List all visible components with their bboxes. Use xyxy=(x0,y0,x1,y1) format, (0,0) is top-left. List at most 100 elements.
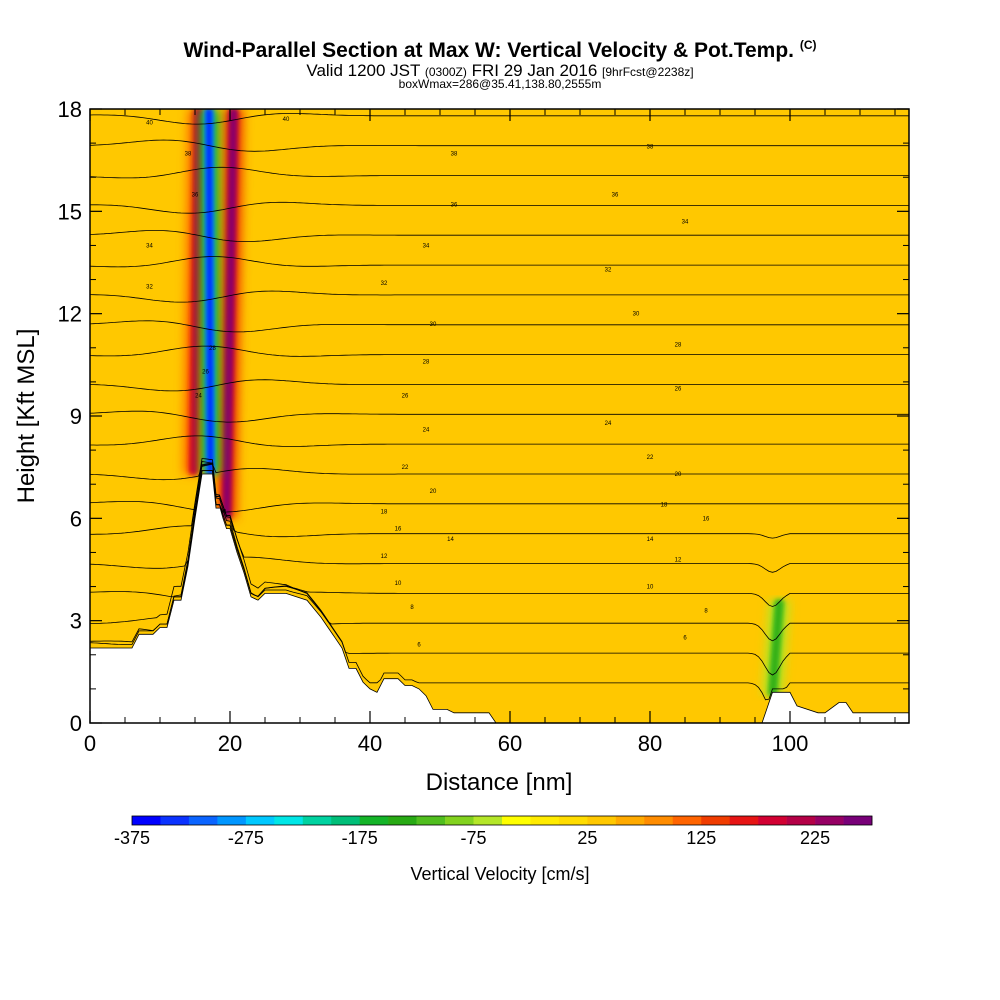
colorbar-swatch xyxy=(274,816,304,825)
valid-date: FRI 29 Jan 2016 xyxy=(471,61,598,80)
theta-contour-label: 40 xyxy=(283,117,290,123)
theta-contour-label: 26 xyxy=(675,387,682,393)
forecast-tag: [9hrFcst@2238z] xyxy=(602,65,694,79)
theta-contour-label: 12 xyxy=(381,554,388,560)
chart-title-text: Wind-Parallel Section at Max W: Vertical… xyxy=(183,39,794,62)
y-tick-label: 18 xyxy=(58,97,82,122)
theta-contour-line xyxy=(90,256,909,268)
colorbar-swatch xyxy=(644,816,674,825)
theta-contour-label: 32 xyxy=(381,281,388,287)
theta-contour-line xyxy=(90,410,909,423)
theta-contour-label: 18 xyxy=(661,503,668,509)
valid-utc: (0300Z) xyxy=(424,65,467,79)
x-tick-label: 40 xyxy=(358,731,382,756)
theta-contour-label: 22 xyxy=(402,465,409,471)
colorbar-tick-label: 125 xyxy=(686,828,716,848)
x-tick-label: 60 xyxy=(498,731,522,756)
colorbar: -375 -275 -175 -75 25 125 225 xyxy=(114,815,873,848)
x-axis-label: Distance [nm] xyxy=(426,769,573,796)
x-tick-label: 0 xyxy=(84,731,96,756)
updraft-band xyxy=(191,109,201,474)
terrain-mask xyxy=(89,473,910,724)
colorbar-swatch xyxy=(416,816,446,825)
theta-contour-line xyxy=(90,470,909,607)
theta-contour-label: 28 xyxy=(209,346,216,352)
colorbar-swatch xyxy=(502,816,531,825)
y-tick-label: 9 xyxy=(70,404,82,429)
y-tick-label: 0 xyxy=(70,711,82,736)
theta-contour-line xyxy=(90,113,909,125)
theta-contour-line xyxy=(90,290,909,303)
theta-contour-label: 16 xyxy=(703,516,710,522)
theta-contour-label: 14 xyxy=(447,537,454,543)
colorbar-swatch xyxy=(188,816,218,825)
colorbar-swatch xyxy=(729,816,759,825)
theta-contour-label: 38 xyxy=(185,151,192,157)
colorbar-swatch xyxy=(331,816,360,825)
x-tick-label: 100 xyxy=(772,731,809,756)
colorbar-swatch xyxy=(473,816,503,825)
colorbar-swatch xyxy=(615,816,645,825)
colorbar-swatch xyxy=(758,816,787,825)
chart-title: Wind-Parallel Section at Max W: Vertical… xyxy=(0,38,1000,63)
colorbar-tick-label: -75 xyxy=(461,828,487,848)
colorbar-swatch xyxy=(587,816,617,825)
theta-contour-label: 24 xyxy=(195,394,202,400)
colorbar-swatch xyxy=(245,816,275,825)
colorbar-swatch xyxy=(530,816,560,825)
theta-contour-label: 18 xyxy=(381,510,388,516)
updraft-band xyxy=(224,109,236,519)
y-tick-label: 6 xyxy=(70,506,82,531)
theta-contour-label: 28 xyxy=(423,359,430,365)
theta-contour-line xyxy=(90,470,909,513)
theta-contour-label: 34 xyxy=(423,243,430,249)
theta-contour-label: 22 xyxy=(647,455,654,461)
colorbar-swatch xyxy=(786,816,816,825)
theta-contour-label: 26 xyxy=(202,370,209,376)
theta-contours xyxy=(90,113,909,701)
theta-contour-label: 38 xyxy=(647,145,654,151)
theta-contour-line xyxy=(90,230,909,242)
theta-contour-label: 32 xyxy=(146,284,153,290)
downdraft-band xyxy=(770,600,782,696)
colorbar-swatch xyxy=(815,816,844,825)
theta-contour-label: 8 xyxy=(410,605,414,611)
colorbar-swatch xyxy=(843,816,873,825)
colorbar-swatch xyxy=(672,816,702,825)
colorbar-tick-label: 225 xyxy=(800,828,830,848)
colorbar-tick-label: 25 xyxy=(577,828,597,848)
colorbar-swatch xyxy=(701,816,730,825)
theta-contour-line xyxy=(90,461,909,642)
theta-contour-label: 30 xyxy=(430,322,437,328)
theta-contour-label: 36 xyxy=(192,192,199,198)
theta-contour-line xyxy=(90,201,909,214)
y-tick-label: 12 xyxy=(58,302,82,327)
theta-contour-label: 24 xyxy=(605,421,612,427)
theta-contour-label: 30 xyxy=(633,312,640,318)
theta-contour-line xyxy=(90,379,909,392)
theta-contour-line xyxy=(90,463,909,481)
theta-contour-label: 32 xyxy=(605,267,612,273)
colorbar-tick-label: -275 xyxy=(228,828,264,848)
colorbar-swatch xyxy=(217,816,247,825)
theta-contour-label: 16 xyxy=(395,527,402,533)
theta-contour-label: 14 xyxy=(647,537,654,543)
valid-time: Valid 1200 JST xyxy=(306,61,421,80)
box-info: boxWmax=286@35.41,138.80,2555m xyxy=(398,77,602,91)
theta-contour-label: 28 xyxy=(675,342,682,348)
theta-contour-label: 20 xyxy=(430,489,437,495)
colorbar-swatch xyxy=(132,816,161,825)
colorbar-tick-label: -175 xyxy=(342,828,378,848)
theta-contour-label: 26 xyxy=(402,394,409,400)
colorbar-swatch xyxy=(558,816,588,825)
y-tick-label: 15 xyxy=(58,199,82,224)
theta-contour-line xyxy=(90,435,909,447)
colorbar-tick-label: -375 xyxy=(114,828,150,848)
theta-contour-label: 24 xyxy=(423,428,430,434)
colorbar-swatch xyxy=(388,816,417,825)
theta-contour-label: 6 xyxy=(683,636,687,642)
colorbar-swatch xyxy=(445,816,474,825)
theta-contour-label: 10 xyxy=(395,581,402,587)
